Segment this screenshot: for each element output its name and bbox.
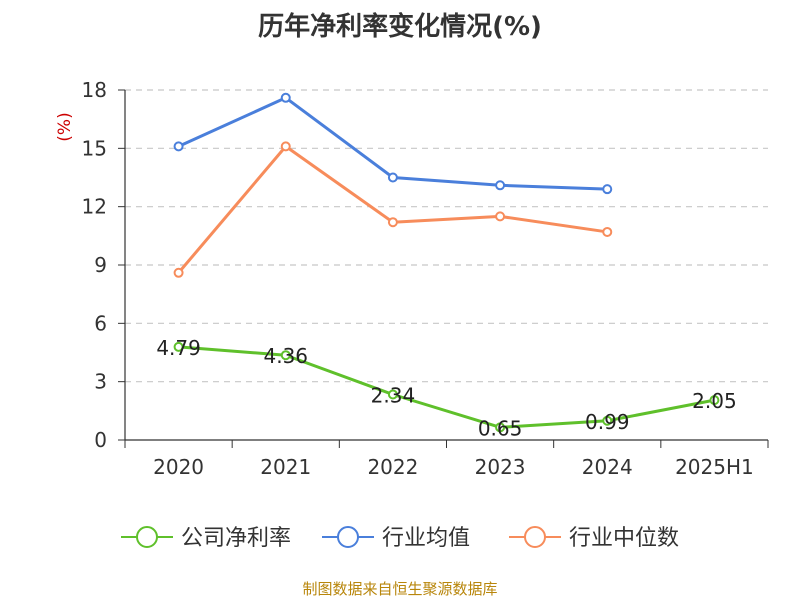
x-tick-label: 2022 xyxy=(367,455,418,479)
y-axis-label: (%) xyxy=(55,112,75,141)
data-point xyxy=(495,422,506,433)
y-tick-label: 0 xyxy=(94,428,107,452)
y-tick-label: 15 xyxy=(82,136,107,160)
source-note: 制图数据来自恒生聚源数据库 xyxy=(302,580,498,598)
x-tick-label: 2023 xyxy=(475,455,526,479)
x-tick-label: 2025H1 xyxy=(675,455,754,479)
series-1 xyxy=(173,92,613,195)
data-point xyxy=(602,415,613,426)
legend-item-2: 行业中位数 xyxy=(509,526,679,551)
series-line xyxy=(178,345,715,429)
chart-title: 历年净利率变化情况(%) xyxy=(258,12,542,42)
data-label: 2.05 xyxy=(692,389,737,413)
legend-label: 公司净利率 xyxy=(181,526,291,551)
data-point xyxy=(602,226,613,237)
data-point xyxy=(709,395,720,406)
data-point xyxy=(173,341,184,352)
data-point xyxy=(280,350,291,361)
series-0: 4.79 4.36 2.34 0.65 0.99 2.05 xyxy=(156,336,736,441)
x-tick-label: 2020 xyxy=(153,455,204,479)
series-line xyxy=(177,144,608,274)
data-point xyxy=(280,92,291,103)
data-point xyxy=(495,180,506,191)
data-point xyxy=(387,389,398,400)
legend-marker xyxy=(337,526,359,548)
data-label: 4.36 xyxy=(263,344,308,368)
data-point xyxy=(173,267,184,278)
series-2 xyxy=(173,141,613,278)
data-point xyxy=(495,211,506,222)
data-label: 0.99 xyxy=(585,410,630,434)
data-point xyxy=(387,217,398,228)
x-tick-label: 2021 xyxy=(260,455,311,479)
data-point xyxy=(387,172,398,183)
legend-label: 行业中位数 xyxy=(569,526,679,551)
y-tick-label: 18 xyxy=(82,78,107,102)
data-label: 2.34 xyxy=(371,384,416,408)
data-point xyxy=(602,184,613,195)
x-tick-label: 2024 xyxy=(582,455,633,479)
y-tick-label: 6 xyxy=(94,311,107,335)
legend-item-0: 公司净利率 xyxy=(121,526,291,551)
y-tick-label: 12 xyxy=(82,195,107,219)
data-label: 0.65 xyxy=(478,416,523,440)
data-label: 4.79 xyxy=(156,336,201,360)
y-tick-label: 3 xyxy=(94,370,107,394)
legend-item-1: 行业均值 xyxy=(322,526,470,551)
legend-marker xyxy=(136,526,158,548)
legend-marker xyxy=(524,526,546,548)
data-point xyxy=(173,141,184,152)
legend-label: 行业均值 xyxy=(382,526,470,551)
data-point xyxy=(280,141,291,152)
y-tick-label: 9 xyxy=(94,253,107,277)
